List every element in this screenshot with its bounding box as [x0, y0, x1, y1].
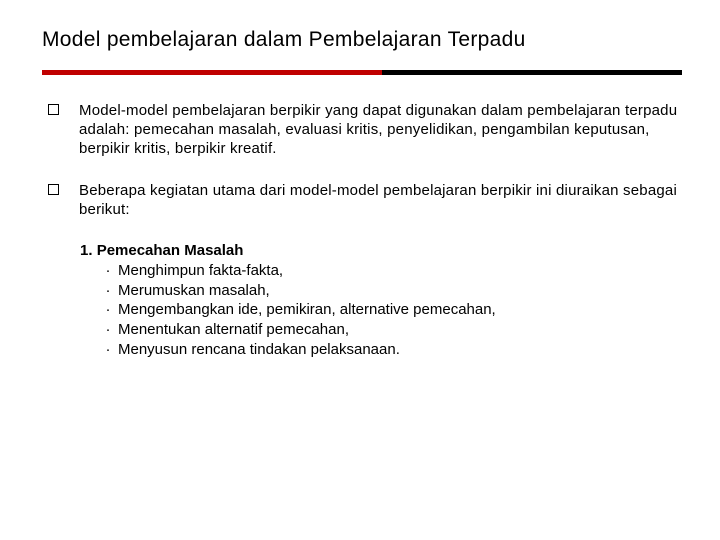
dot-bullet-icon: · [102, 300, 114, 320]
dot-bullet-icon: · [102, 261, 114, 281]
numbered-section: 1. Pemecahan Masalah · Menghimpun fakta-… [80, 241, 678, 360]
list-item: · Menyusun rencana tindakan pelaksanaan. [80, 340, 678, 360]
list-item-text: Menentukan alternatif pemecahan, [118, 320, 349, 340]
bullet-text: Beberapa kegiatan utama dari model-model… [79, 181, 678, 219]
list-item-text: Menghimpun fakta-fakta, [118, 261, 283, 281]
list-item: · Merumuskan masalah, [80, 281, 678, 301]
dot-bullet-icon: · [102, 340, 114, 360]
square-bullet-icon [48, 104, 59, 115]
divider-red-segment [42, 70, 382, 75]
bullet-item: Model-model pembelajaran berpikir yang d… [42, 101, 678, 159]
list-item: · Menentukan alternatif pemecahan, [80, 320, 678, 340]
divider-black-segment [382, 70, 682, 75]
section-heading-row: 1. Pemecahan Masalah [80, 241, 678, 261]
bullet-item: Beberapa kegiatan utama dari model-model… [42, 181, 678, 219]
bullet-text: Model-model pembelajaran berpikir yang d… [79, 101, 678, 159]
list-item-text: Merumuskan masalah, [118, 281, 270, 301]
list-item: · Mengembangkan ide, pemikiran, alternat… [80, 300, 678, 320]
square-bullet-icon [48, 184, 59, 195]
section-heading: Pemecahan Masalah [97, 242, 244, 259]
section-number: 1. [80, 242, 93, 259]
list-item-text: Mengembangkan ide, pemikiran, alternativ… [118, 300, 496, 320]
divider-rule [42, 70, 678, 75]
slide-title: Model pembelajaran dalam Pembelajaran Te… [42, 28, 678, 52]
list-item: · Menghimpun fakta-fakta, [80, 261, 678, 281]
list-item-text: Menyusun rencana tindakan pelaksanaan. [118, 340, 400, 360]
dot-bullet-icon: · [102, 281, 114, 301]
dot-bullet-icon: · [102, 320, 114, 340]
